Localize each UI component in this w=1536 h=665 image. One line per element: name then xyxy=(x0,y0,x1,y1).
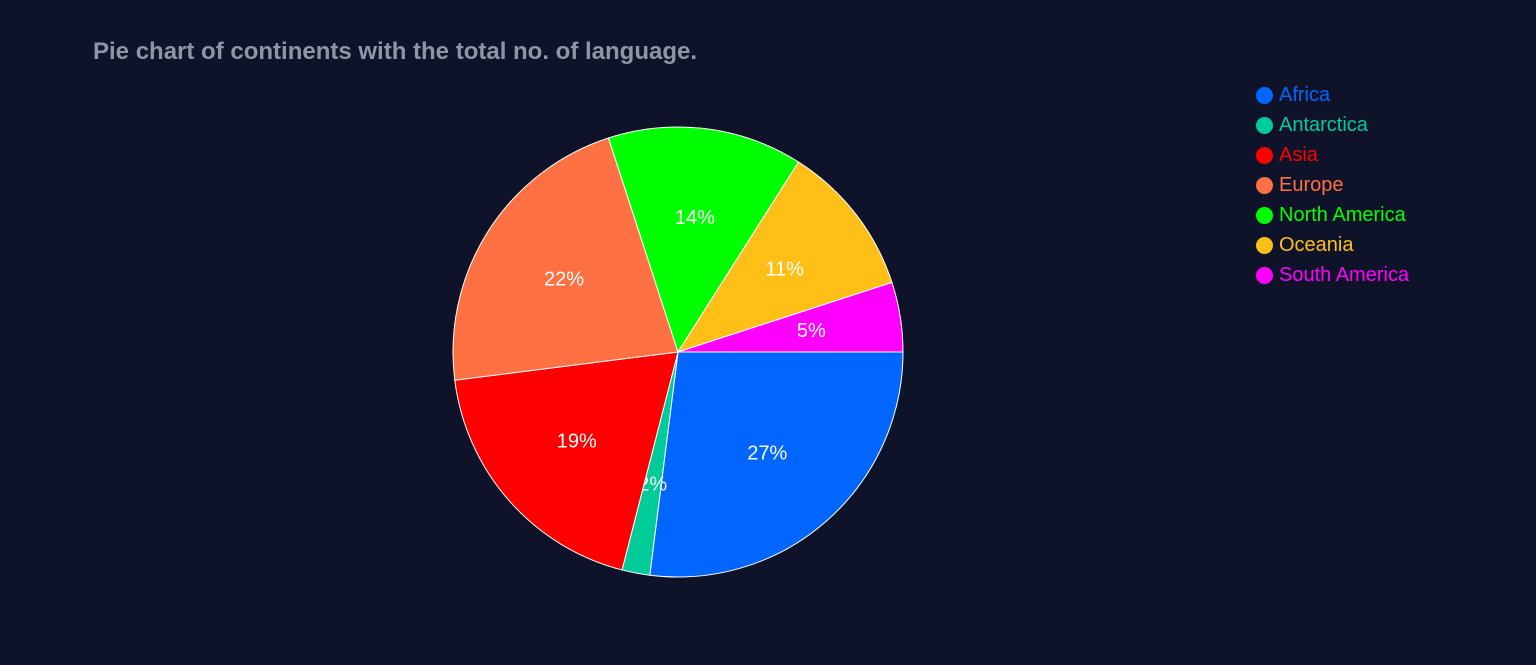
legend-label: Europe xyxy=(1279,174,1344,196)
legend-marker-icon xyxy=(1256,116,1273,134)
pie-label-north-america: 14% xyxy=(675,207,715,229)
pie-label-south-america: 5% xyxy=(797,320,826,342)
legend-label: Oceania xyxy=(1279,234,1354,256)
legend-item-europe[interactable]: Europe xyxy=(1256,170,1516,200)
pie-label-africa: 27% xyxy=(747,442,787,464)
pie-label-asia: 19% xyxy=(557,430,597,452)
legend-item-africa[interactable]: Africa xyxy=(1256,80,1516,110)
pie-slice-oceania[interactable] xyxy=(676,161,893,353)
pie-label-europe: 22% xyxy=(544,269,584,291)
pie-slice-south-america[interactable] xyxy=(677,281,904,353)
legend: Africa Antarctica Asia Europe North America O… xyxy=(1256,80,1516,290)
legend-label: Africa xyxy=(1279,84,1331,106)
legend-marker-icon xyxy=(1256,176,1273,194)
pie-label-oceania: 11% xyxy=(765,258,804,280)
chart-title: Pie chart of continents with the total n… xyxy=(93,38,698,65)
pie-slice-africa[interactable] xyxy=(649,351,904,578)
legend-marker-icon xyxy=(1256,266,1273,284)
legend-item-asia[interactable]: Asia xyxy=(1256,140,1516,170)
legend-label: Antarctica xyxy=(1279,114,1368,136)
legend-item-north-america[interactable]: North America xyxy=(1256,200,1516,230)
legend-marker-icon xyxy=(1256,206,1273,224)
legend-item-oceania[interactable]: Oceania xyxy=(1256,230,1516,260)
pie-slice-asia[interactable] xyxy=(454,351,679,571)
pie-slice-europe[interactable] xyxy=(452,137,679,381)
legend-marker-icon xyxy=(1256,236,1273,254)
legend-label: Asia xyxy=(1279,144,1318,166)
pie-slice-north-america[interactable] xyxy=(607,126,800,354)
legend-marker-icon xyxy=(1256,146,1273,164)
legend-label: South America xyxy=(1279,264,1410,286)
legend-label: North America xyxy=(1279,204,1406,226)
legend-item-antarctica[interactable]: Antarctica xyxy=(1256,110,1516,140)
legend-item-south-america[interactable]: South America xyxy=(1256,260,1516,290)
legend-marker-icon xyxy=(1256,86,1273,104)
